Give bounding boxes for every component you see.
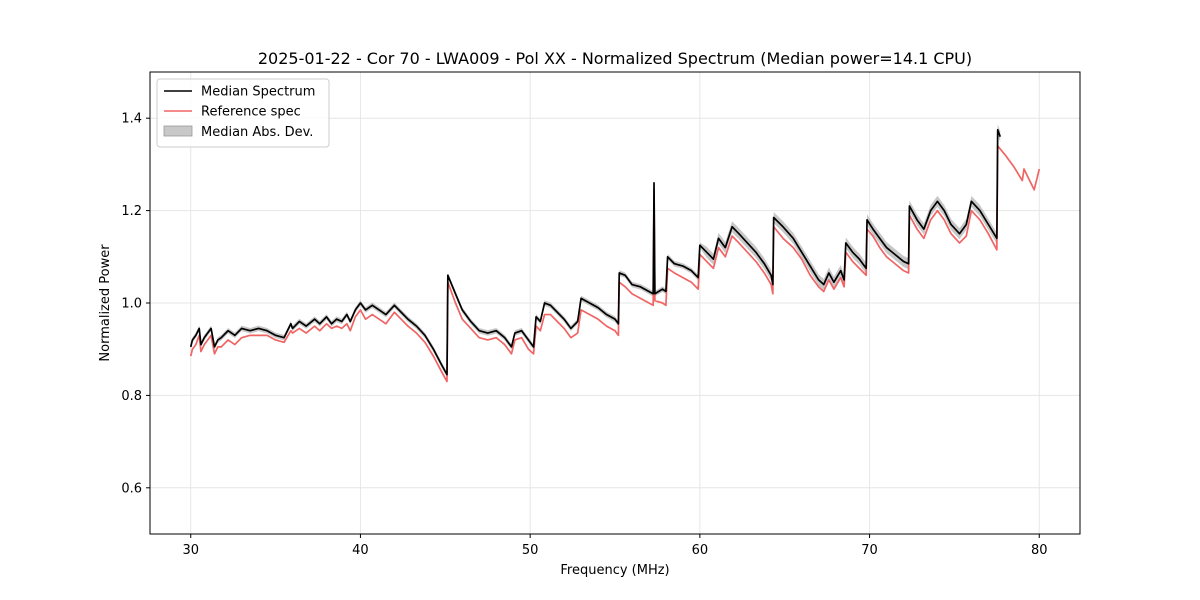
y-axis: 0.6 0.8 1.0 1.2 1.4 bbox=[121, 112, 150, 496]
legend-box bbox=[156, 78, 330, 148]
reference-line bbox=[189, 145, 1041, 383]
plot-data bbox=[189, 124, 1041, 383]
grid-lines bbox=[150, 72, 1080, 534]
legend-median-label: Median Spectrum bbox=[201, 85, 315, 100]
y-tick-label: 0.6 bbox=[121, 481, 142, 496]
x-tick-label: 70 bbox=[861, 543, 878, 558]
x-axis: 30 40 50 60 70 80 bbox=[182, 534, 1048, 558]
y-tick-label: 1.0 bbox=[121, 297, 142, 312]
x-axis-label: Frequency (MHz) bbox=[560, 563, 669, 578]
y-axis-label: Normalized Power bbox=[98, 244, 113, 362]
x-tick-label: 60 bbox=[692, 543, 709, 558]
y-tick-label: 1.2 bbox=[121, 204, 142, 219]
legend-mad-label: Median Abs. Dev. bbox=[201, 125, 313, 140]
legend-mad-swatch bbox=[163, 125, 193, 137]
y-tick-label: 1.4 bbox=[121, 112, 142, 127]
x-tick-label: 80 bbox=[1031, 543, 1048, 558]
x-tick-label: 40 bbox=[352, 543, 369, 558]
median-line bbox=[189, 128, 1002, 376]
y-tick-label: 0.8 bbox=[121, 389, 142, 404]
legend-reference-label: Reference spec bbox=[201, 105, 301, 120]
x-tick-label: 50 bbox=[522, 543, 539, 558]
legend: Median Spectrum Reference spec Median Ab… bbox=[156, 78, 330, 148]
x-tick-label: 30 bbox=[182, 543, 199, 558]
chart-title: 2025-01-22 - Cor 70 - LWA009 - Pol XX - … bbox=[258, 49, 972, 68]
